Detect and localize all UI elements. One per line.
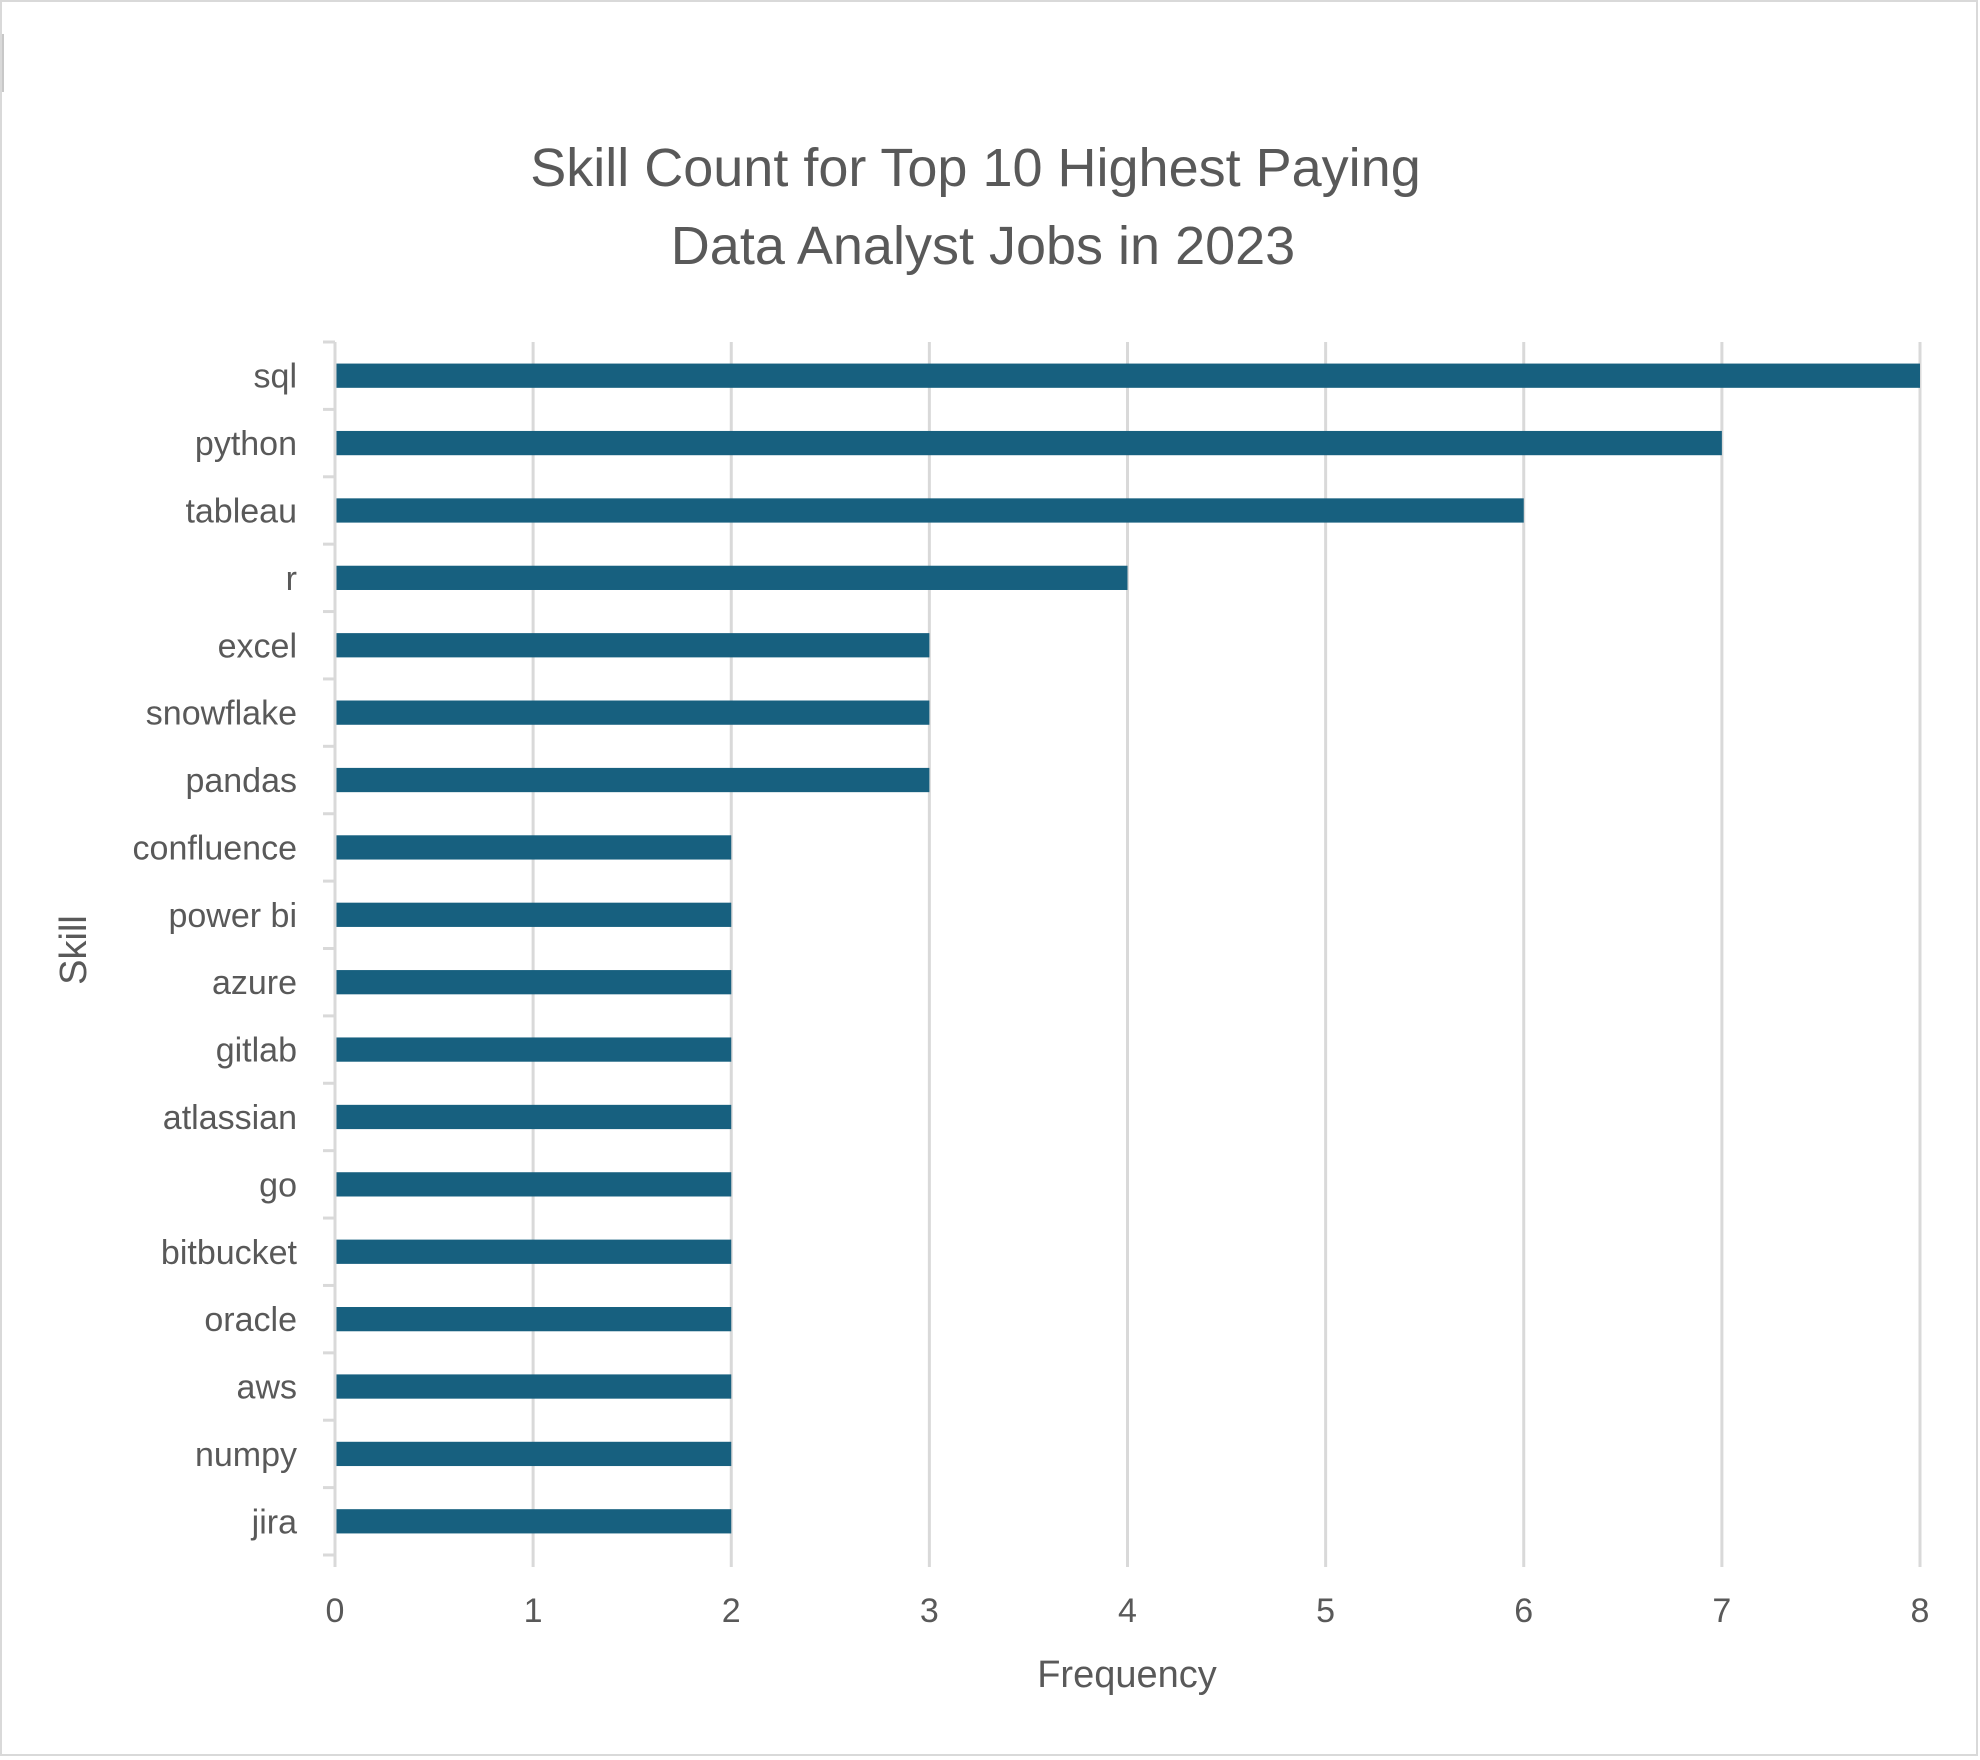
y-tick-label-oracle: oracle (204, 1301, 297, 1339)
x-tick-label-3: 3 (920, 1592, 939, 1630)
chart-title-line-2: Data Analyst Jobs in 2023 (671, 216, 1295, 276)
y-tick-label-confluence: confluence (133, 829, 297, 867)
bar-atlassian (336, 1104, 732, 1130)
bar-bitbucket (336, 1239, 732, 1264)
chart-title-line-1: Skill Count for Top 10 Highest Paying (530, 138, 1421, 198)
x-tick-label-2: 2 (722, 1592, 741, 1630)
x-tick-label-1: 1 (524, 1592, 543, 1630)
bar-r (336, 565, 1128, 590)
bar-go (336, 1172, 732, 1197)
bar-snowflake (336, 700, 930, 725)
y-tick-label-r: r (286, 560, 297, 598)
x-axis-title: Frequency (1037, 1654, 1217, 1696)
y-tick-label-tableau: tableau (185, 492, 297, 530)
y-tick-label-go: go (259, 1166, 297, 1204)
x-tick-label-4: 4 (1118, 1592, 1137, 1630)
chart-title: Skill Count for Top 10 Highest Paying Da… (530, 138, 1436, 276)
bar-gitlab (336, 1037, 732, 1062)
y-tick-label-atlassian: atlassian (163, 1099, 297, 1137)
bar-pandas (336, 767, 930, 793)
bar-oracle (336, 1307, 732, 1332)
bar-tableau (336, 498, 1524, 523)
bar-excel (336, 633, 930, 658)
frame-handle (2, 34, 4, 92)
y-tick-label-jira: jira (251, 1503, 297, 1541)
bar-aws (336, 1374, 732, 1399)
x-tick-label-5: 5 (1316, 1592, 1335, 1630)
bar-confluence (336, 835, 732, 860)
y-tick-label-pandas: pandas (185, 762, 297, 800)
axes (323, 340, 337, 1567)
y-tick-label-power-bi: power bi (168, 897, 297, 935)
bar-python (336, 430, 1722, 456)
y-tick-label-excel: excel (218, 627, 297, 665)
bar-azure (336, 970, 732, 995)
bar-sql (336, 363, 1920, 388)
bars (336, 363, 1920, 1534)
y-tick-label-aws: aws (237, 1369, 297, 1407)
y-tick-label-gitlab: gitlab (216, 1032, 297, 1070)
y-axis-title: Skill (53, 915, 95, 985)
x-tick-label-0: 0 (326, 1592, 345, 1630)
bar-numpy (336, 1441, 732, 1467)
gridlines (531, 342, 1922, 1567)
labels: 0 1 2 3 4 5 6 7 8 sql python tableau r excel snowflake… (133, 358, 1930, 1630)
y-tick-label-bitbucket: bitbucket (161, 1234, 298, 1272)
y-tick-label-azure: azure (212, 964, 297, 1002)
y-tick-label-numpy: numpy (195, 1436, 297, 1474)
x-tick-label-6: 6 (1514, 1592, 1533, 1630)
y-tick-label-snowflake: snowflake (146, 695, 297, 733)
y-tick-label-sql: sql (254, 358, 297, 396)
x-tick-label-7: 7 (1712, 1592, 1731, 1630)
bar-jira (336, 1509, 732, 1534)
y-tick-label-python: python (195, 425, 297, 463)
x-tick-label-8: 8 (1911, 1592, 1930, 1630)
bar-power-bi (336, 902, 732, 927)
